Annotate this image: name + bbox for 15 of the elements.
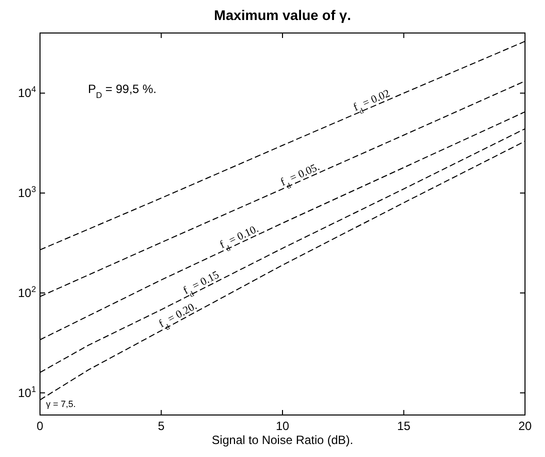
y-tick-label: 10$^{4}$ (18, 84, 36, 100)
y-tick-label: 10$^{3}$ (18, 184, 36, 200)
x-tick-label: 15 (397, 419, 411, 433)
x-tick-label: 20 (518, 419, 532, 433)
text: f$_{d}$ = 0.15 (181, 268, 222, 299)
y-tick-label: 10$^{2}$ (18, 284, 36, 300)
x-tick-label: 0 (36, 419, 44, 433)
annotation: P$_{D}$ = 99,5 %. (88, 82, 156, 100)
x-tick-label: 5 (158, 419, 165, 433)
y-tick-label: 10$^{1}$ (18, 384, 36, 400)
annotation: γ = 7,5. (46, 399, 76, 409)
x-axis-title: Signal to Noise Ratio (dB). (212, 433, 354, 447)
chart-title: Maximum value of γ. (214, 7, 351, 23)
text: f$_{d}$ = 0.02 (352, 88, 392, 116)
x-tick-label: 10 (276, 419, 290, 433)
